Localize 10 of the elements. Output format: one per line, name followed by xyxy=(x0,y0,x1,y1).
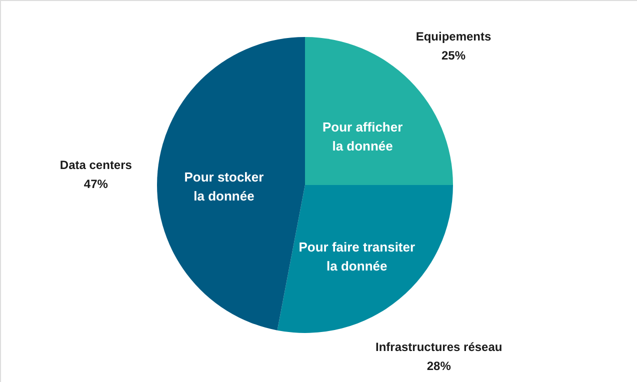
text: Pour afficher la donnée xyxy=(322,119,403,154)
text: Pour faire transiter la donnée xyxy=(298,240,416,274)
pie-slice xyxy=(277,185,453,333)
data-label: 25% xyxy=(441,48,466,63)
slice-label: Data centers xyxy=(60,158,132,172)
data-label: 47% xyxy=(84,177,108,192)
data-label: 28% xyxy=(426,358,452,373)
slice-label: Infrastructures réseau xyxy=(375,340,502,354)
slice-label: Equipements xyxy=(416,30,492,44)
text: Pour stocker la donnée xyxy=(184,169,264,204)
